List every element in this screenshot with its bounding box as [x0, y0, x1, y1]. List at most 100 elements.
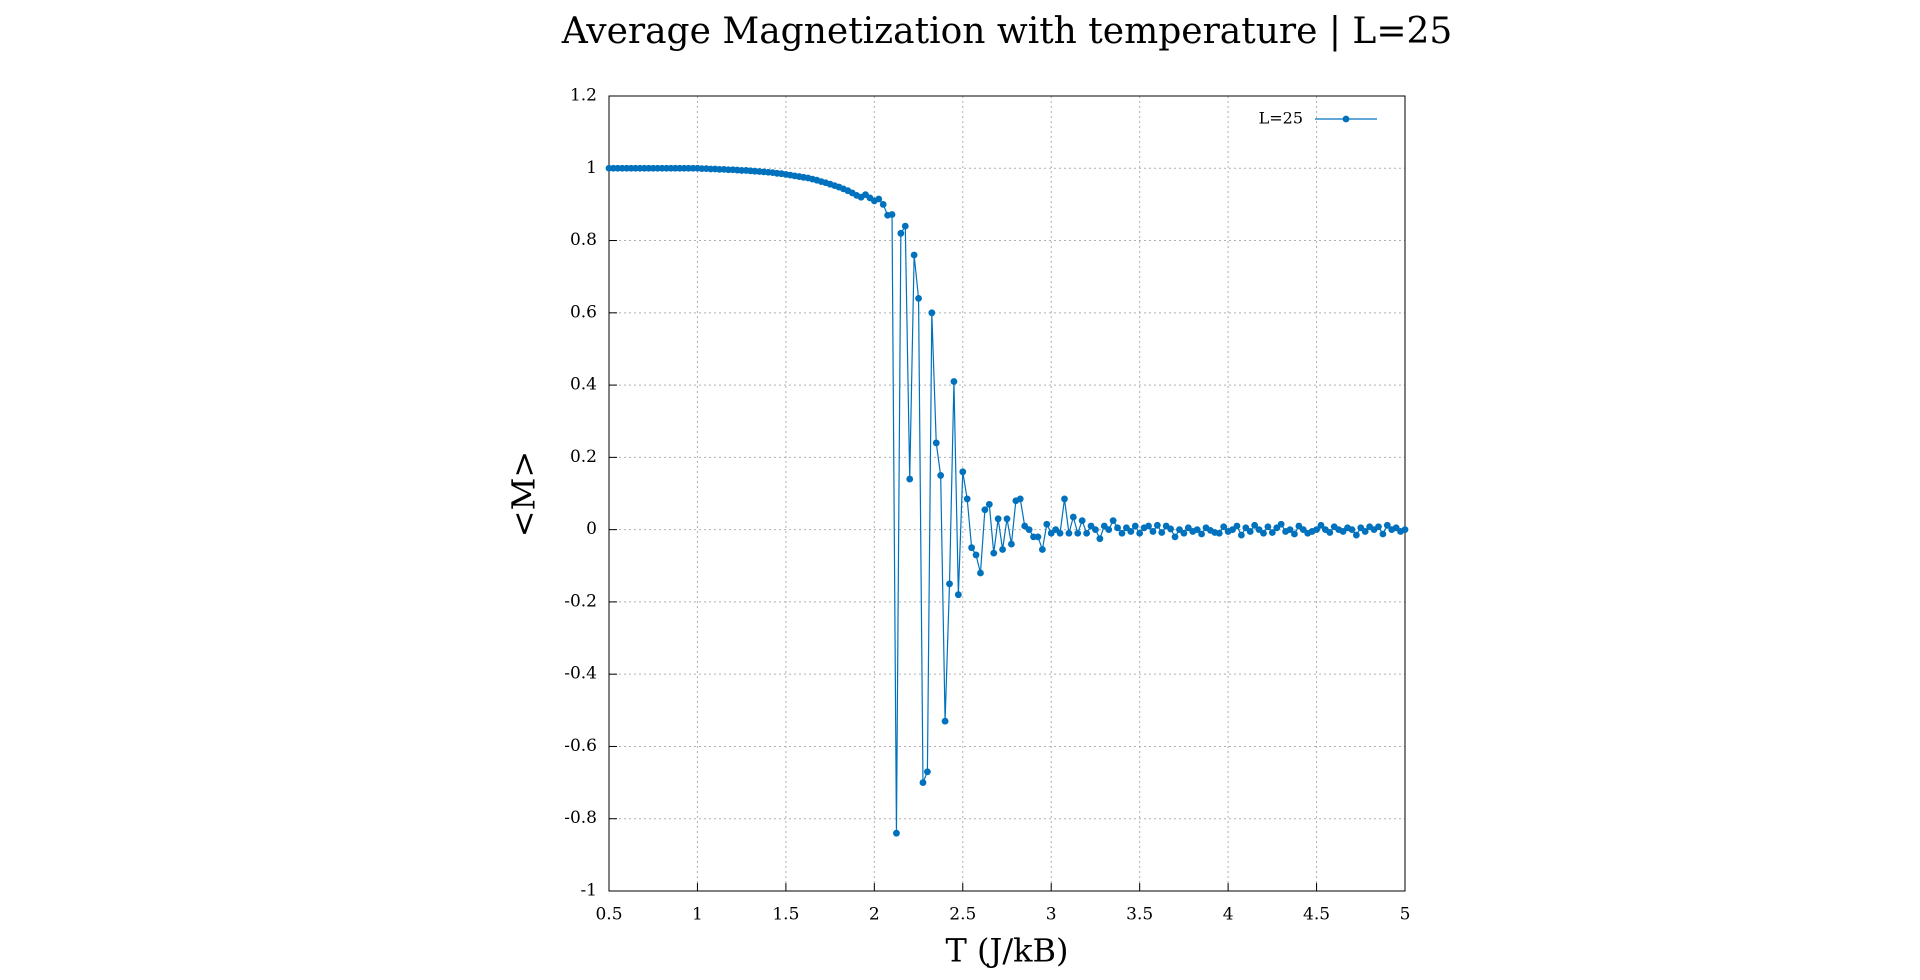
- data-point: [1069, 513, 1077, 521]
- data-point: [1153, 521, 1161, 529]
- data-point: [1025, 526, 1033, 534]
- data-point: [897, 229, 905, 237]
- x-tick-label: 3.5: [1126, 905, 1153, 925]
- data-point: [1118, 529, 1126, 537]
- data-point: [1074, 529, 1082, 537]
- data-point: [1016, 495, 1024, 503]
- data-point: [1291, 530, 1298, 538]
- data-point: [1038, 546, 1046, 553]
- data-point: [1061, 495, 1068, 503]
- data-point: [1246, 528, 1254, 535]
- data-point: [1375, 523, 1382, 531]
- data-point: [1043, 520, 1051, 528]
- x-tick-label: 2: [869, 905, 880, 925]
- y-axis-label: <M>: [505, 451, 543, 537]
- y-tick-label: 0.4: [570, 375, 597, 395]
- data-point: [879, 201, 887, 208]
- data-point: [1352, 531, 1360, 539]
- data-point: [1078, 517, 1086, 525]
- data-point: [959, 468, 967, 476]
- x-tick-label: 0.5: [595, 905, 622, 925]
- data-point: [977, 569, 984, 577]
- data-point: [954, 591, 962, 599]
- data-point: [1383, 521, 1391, 529]
- data-point: [1096, 535, 1104, 543]
- data-point: [919, 779, 927, 786]
- data-point: [1193, 526, 1201, 534]
- data-point: [1056, 529, 1064, 537]
- data-point: [1220, 523, 1228, 531]
- data-point: [999, 546, 1006, 553]
- data-point: [946, 580, 953, 588]
- data-point: [981, 506, 989, 514]
- y-tick-label: 1: [586, 158, 597, 178]
- x-tick-label: 4.5: [1303, 905, 1330, 925]
- data-point: [1401, 526, 1409, 534]
- data-point: [901, 222, 909, 230]
- data-point: [875, 195, 883, 203]
- plot-frame: [608, 95, 1406, 892]
- data-point: [1260, 529, 1267, 537]
- data-point: [1008, 540, 1015, 548]
- x-tick-label: 2.5: [949, 905, 976, 925]
- data-point: [924, 768, 931, 776]
- data-point: [910, 251, 918, 259]
- data-point: [1268, 529, 1276, 536]
- data-point: [1313, 526, 1320, 534]
- data-point: [928, 309, 936, 317]
- legend-label: L=25: [1259, 109, 1303, 128]
- data-point: [994, 515, 1002, 523]
- y-tick-label: -0.4: [564, 664, 597, 684]
- data-point: [985, 500, 993, 508]
- y-tick-label: -0.6: [564, 736, 597, 756]
- data-point: [972, 551, 980, 559]
- data-line: [609, 167, 1406, 834]
- data-point: [1167, 525, 1175, 533]
- data-point: [1237, 531, 1245, 539]
- data-point: [1379, 530, 1387, 538]
- chart-title: Average Magnetization with temperature |…: [561, 11, 1453, 52]
- data-point: [906, 475, 914, 483]
- data-point: [915, 294, 922, 302]
- data-point: [1105, 526, 1113, 534]
- y-tick-label: 0.2: [570, 447, 597, 467]
- data-point: [963, 495, 971, 503]
- y-tick-label: 1.2: [570, 86, 597, 106]
- data-point: [1233, 522, 1241, 530]
- data-point: [990, 549, 998, 557]
- data-point: [1127, 528, 1135, 535]
- data-point: [1361, 528, 1369, 535]
- data-point: [888, 211, 896, 218]
- data-point: [950, 378, 958, 385]
- x-axis-label: T (J/kB): [946, 932, 1069, 970]
- x-tick-label: 3: [1046, 905, 1057, 925]
- legend-marker: [1342, 115, 1350, 123]
- data-point: [1198, 530, 1205, 538]
- data-point: [1171, 533, 1179, 541]
- data-point: [1158, 529, 1166, 536]
- data-point: [937, 472, 945, 479]
- data-point: [1264, 523, 1272, 531]
- y-tick-label: 0.8: [570, 230, 597, 250]
- data-point: [932, 439, 940, 447]
- data-point: [1092, 526, 1099, 534]
- data-point: [1251, 521, 1259, 529]
- data-point: [1114, 524, 1121, 532]
- x-tick-label: 5: [1400, 905, 1411, 925]
- y-tick-label: -0.2: [564, 591, 597, 611]
- x-tick-label: 4: [1223, 905, 1234, 925]
- data-point: [1317, 521, 1325, 529]
- data-point: [1286, 526, 1294, 534]
- data-point: [1180, 529, 1188, 537]
- data-point: [1326, 529, 1334, 536]
- data-point: [1065, 529, 1073, 537]
- data-point: [1131, 522, 1139, 530]
- data-point: [1136, 529, 1144, 537]
- data-point: [1277, 520, 1285, 528]
- data-point: [1149, 528, 1157, 535]
- y-tick-label: 0: [586, 519, 597, 539]
- x-tick-label: 1: [692, 905, 703, 925]
- y-tick-label: -1: [580, 881, 597, 901]
- data-point: [1348, 526, 1356, 534]
